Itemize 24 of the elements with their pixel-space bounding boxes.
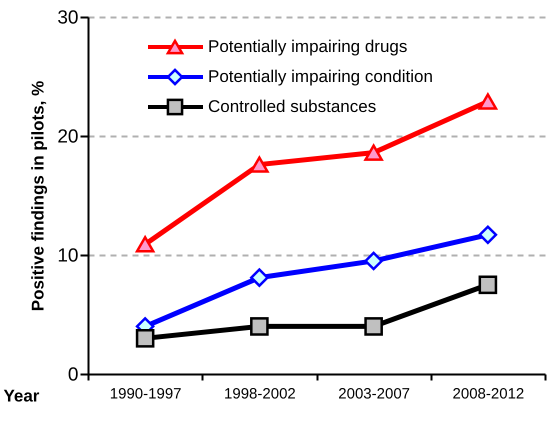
legend-label: Potentially impairing drugs	[208, 37, 408, 56]
point	[478, 93, 498, 110]
point	[364, 252, 383, 270]
x-tick-label: 2003-2007	[338, 386, 410, 402]
x-axis-title: Year	[4, 386, 40, 406]
point	[364, 144, 383, 161]
point	[136, 236, 154, 253]
x-tick-label: 2008-2012	[452, 386, 524, 402]
y-axis-title: Positive findings in pilots, %	[28, 80, 48, 312]
y-tick-label: 30	[57, 8, 78, 28]
x-tick-label: 1990-1997	[110, 386, 182, 402]
legend-label: Controlled substances	[208, 97, 376, 116]
point	[250, 317, 269, 336]
point	[478, 225, 498, 244]
point	[136, 328, 154, 348]
y-tick-label: 20	[57, 126, 78, 148]
point	[250, 156, 269, 173]
point	[478, 275, 498, 294]
x-tick-label: 1998-2002	[224, 386, 296, 402]
point	[250, 268, 269, 287]
y-tick-label: 10	[57, 246, 78, 266]
legend-label: Potentially impairing condition	[208, 67, 433, 86]
y-tick-label: 0	[68, 364, 78, 386]
point	[364, 317, 383, 336]
